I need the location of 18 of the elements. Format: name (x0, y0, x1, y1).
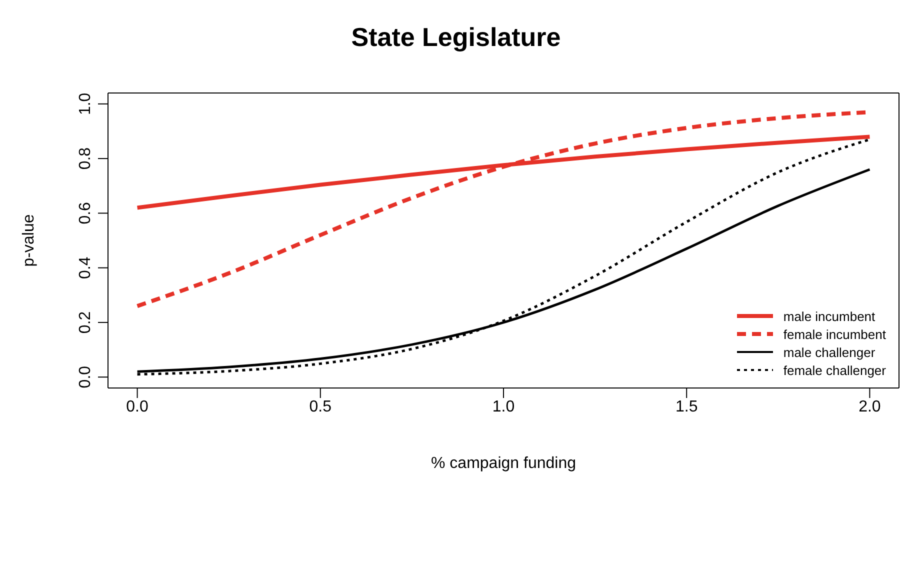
x-tick-label: 2.0 (858, 398, 881, 416)
y-tick-label: 0.4 (77, 256, 94, 279)
legend-label: male incumbent (783, 308, 876, 324)
y-tick-label: 1.0 (77, 92, 94, 116)
x-tick-label: 1.5 (675, 398, 698, 416)
legend-label: female challenger (783, 362, 886, 378)
legend-label: male challenger (783, 344, 876, 360)
x-axis-title: % campaign funding (431, 455, 576, 472)
legend-label: female incumbent (783, 326, 886, 342)
y-tick-label: 0.6 (77, 202, 94, 224)
y-axis-title: p-value (20, 214, 38, 267)
y-tick-label: 0.2 (77, 311, 94, 334)
y-tick-label: 0.0 (77, 366, 94, 388)
x-tick-label: 0.5 (309, 398, 332, 416)
chart-title: State Legislature (350, 21, 562, 54)
x-tick-label: 0.0 (126, 398, 149, 416)
x-tick-label: 1.0 (492, 398, 515, 416)
y-tick-label: 0.8 (77, 147, 94, 170)
